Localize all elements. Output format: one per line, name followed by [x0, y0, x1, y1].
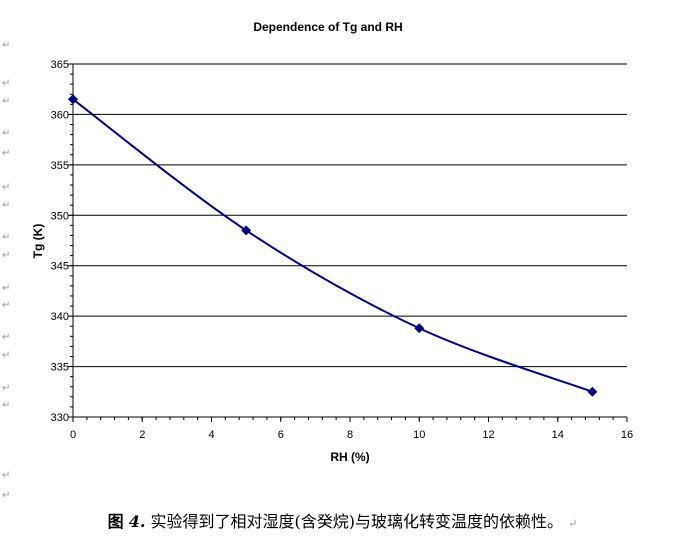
x-tick-label: 12 — [482, 429, 494, 441]
return-mark: ↵ — [2, 232, 11, 243]
return-mark: ↵ — [2, 383, 11, 394]
x-tick-label: 14 — [552, 429, 564, 441]
return-mark: ↵ — [2, 283, 11, 294]
x-tick-label: 4 — [208, 429, 214, 441]
return-mark: ↵ — [2, 470, 11, 481]
y-tick-label: 365 — [51, 59, 69, 71]
chart: Dependence of Tg and RH 330 335 340 345 350 3… — [31, 20, 633, 464]
x-tick-label: 8 — [347, 429, 353, 441]
data-point-marker — [587, 386, 598, 397]
return-mark: ↵ — [2, 148, 11, 159]
y-tick-label: 330 — [51, 412, 69, 424]
return-mark: ↵ — [2, 350, 11, 361]
y-tick-label: 340 — [51, 311, 69, 323]
x-tick-label: 16 — [621, 429, 633, 441]
return-mark: ↵ — [2, 128, 11, 139]
x-tick-label: 10 — [413, 429, 425, 441]
chart-title: Dependence of Tg and RH — [253, 20, 402, 34]
caption-label: 图 — [107, 512, 124, 531]
caption-text: 实验得到了相对湿度(含癸烷)与玻璃化转变温度的依赖性。 — [150, 512, 564, 531]
x-tick-label: 6 — [278, 429, 284, 441]
return-mark: ↵ — [2, 182, 11, 193]
y-tick-label: 345 — [51, 261, 69, 273]
return-mark: ↵ — [2, 300, 11, 311]
return-mark: ↵ — [2, 78, 11, 89]
return-mark: ↵ — [2, 200, 11, 211]
figure-caption: 图 4. 实验得到了相对湿度(含癸烷)与玻璃化转变温度的依赖性。 ↵ — [0, 508, 685, 532]
return-mark: ↵ — [2, 490, 11, 501]
y-axis-label: Tg (K) — [31, 224, 45, 259]
x-tick-label: 0 — [70, 429, 76, 441]
return-mark: ↵ — [2, 400, 11, 411]
y-tick-label: 355 — [51, 160, 69, 172]
return-mark: ↵ — [2, 250, 11, 261]
x-tick-label: 2 — [139, 429, 145, 441]
series-line — [72, 98, 593, 393]
data-point-marker — [414, 323, 425, 334]
return-mark: ↵ — [2, 96, 11, 107]
return-mark: ↵ — [2, 40, 11, 51]
return-mark: ↵ — [2, 332, 11, 343]
data-point-marker — [241, 225, 252, 236]
y-tick-label: 350 — [51, 210, 69, 222]
y-tick-label: 360 — [51, 109, 69, 121]
return-mark: ↵ — [568, 517, 578, 530]
y-tick-label: 335 — [51, 362, 69, 374]
caption-number: 4. — [128, 512, 146, 531]
data-point-marker — [68, 94, 78, 105]
x-axis-label: RH (%) — [330, 450, 369, 464]
